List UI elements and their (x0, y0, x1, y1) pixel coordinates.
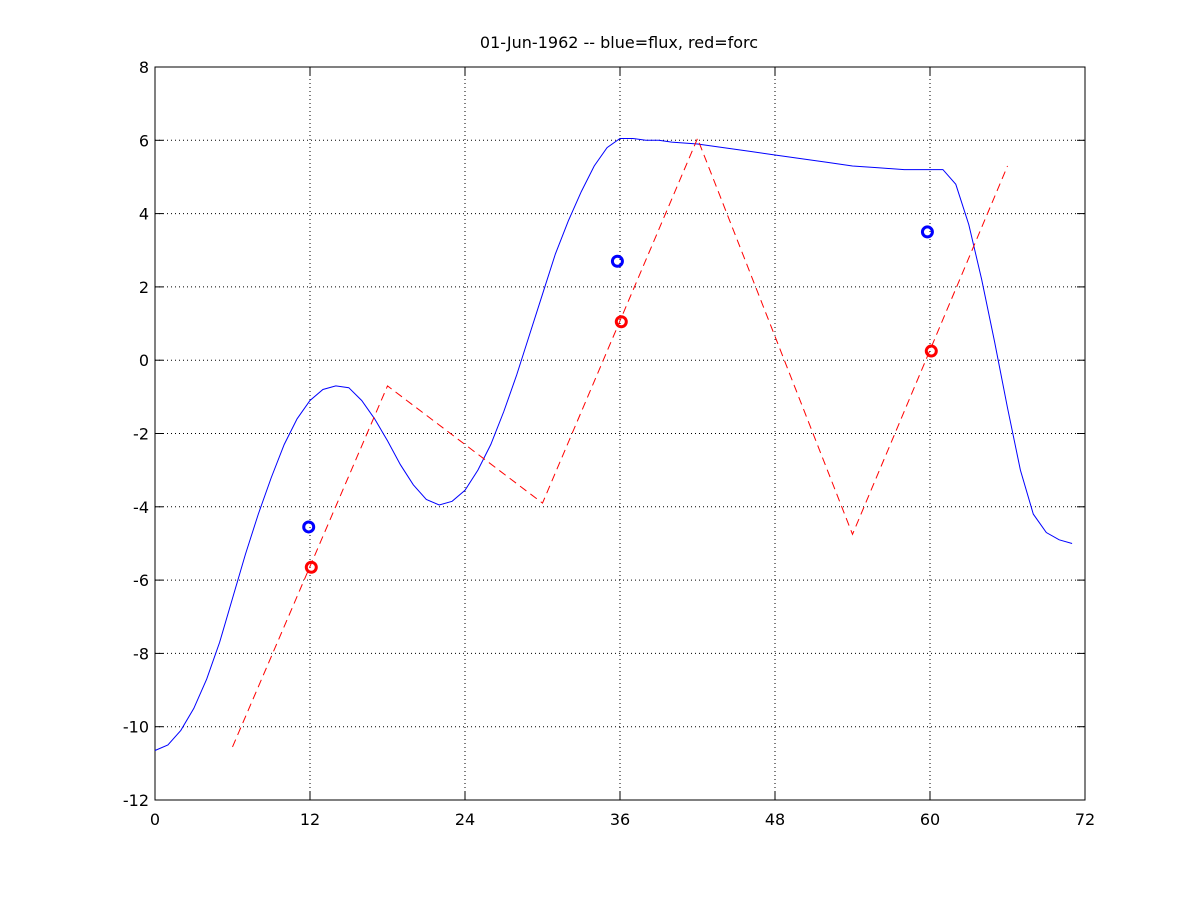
series-group (154, 137, 1073, 751)
grid (155, 67, 1085, 800)
marker-blue (610, 254, 624, 268)
marker-red (614, 315, 628, 329)
x-tick-label: 12 (300, 810, 320, 829)
y-tick-label: -10 (123, 718, 149, 737)
y-tick-label: -8 (133, 644, 149, 663)
y-tick-label: 4 (139, 205, 149, 224)
x-tick-label: 48 (765, 810, 785, 829)
y-tick-label: 8 (139, 58, 149, 77)
y-tick-label: 0 (139, 351, 149, 370)
series-line-red (232, 137, 1008, 748)
y-tick-label: -12 (123, 791, 149, 810)
marker-blue (302, 520, 316, 534)
x-tick-label: 24 (455, 810, 475, 829)
y-tick-label: 2 (139, 278, 149, 297)
marker-group (302, 225, 938, 574)
chart-title: 01-Jun-1962 -- blue=flux, red=forc (480, 33, 758, 52)
x-tick-label: 36 (610, 810, 630, 829)
x-tick-label: 0 (150, 810, 160, 829)
y-tick-label: -6 (133, 571, 149, 590)
y-tick-label: -4 (133, 498, 149, 517)
marker-blue (920, 225, 934, 239)
y-tick-label: -2 (133, 425, 149, 444)
x-tick-label: 60 (920, 810, 940, 829)
x-tick-label: 72 (1075, 810, 1095, 829)
marker-red (924, 344, 938, 358)
y-tick-label: 6 (139, 131, 149, 150)
series-line-blue (154, 138, 1073, 751)
marker-red (304, 560, 318, 574)
